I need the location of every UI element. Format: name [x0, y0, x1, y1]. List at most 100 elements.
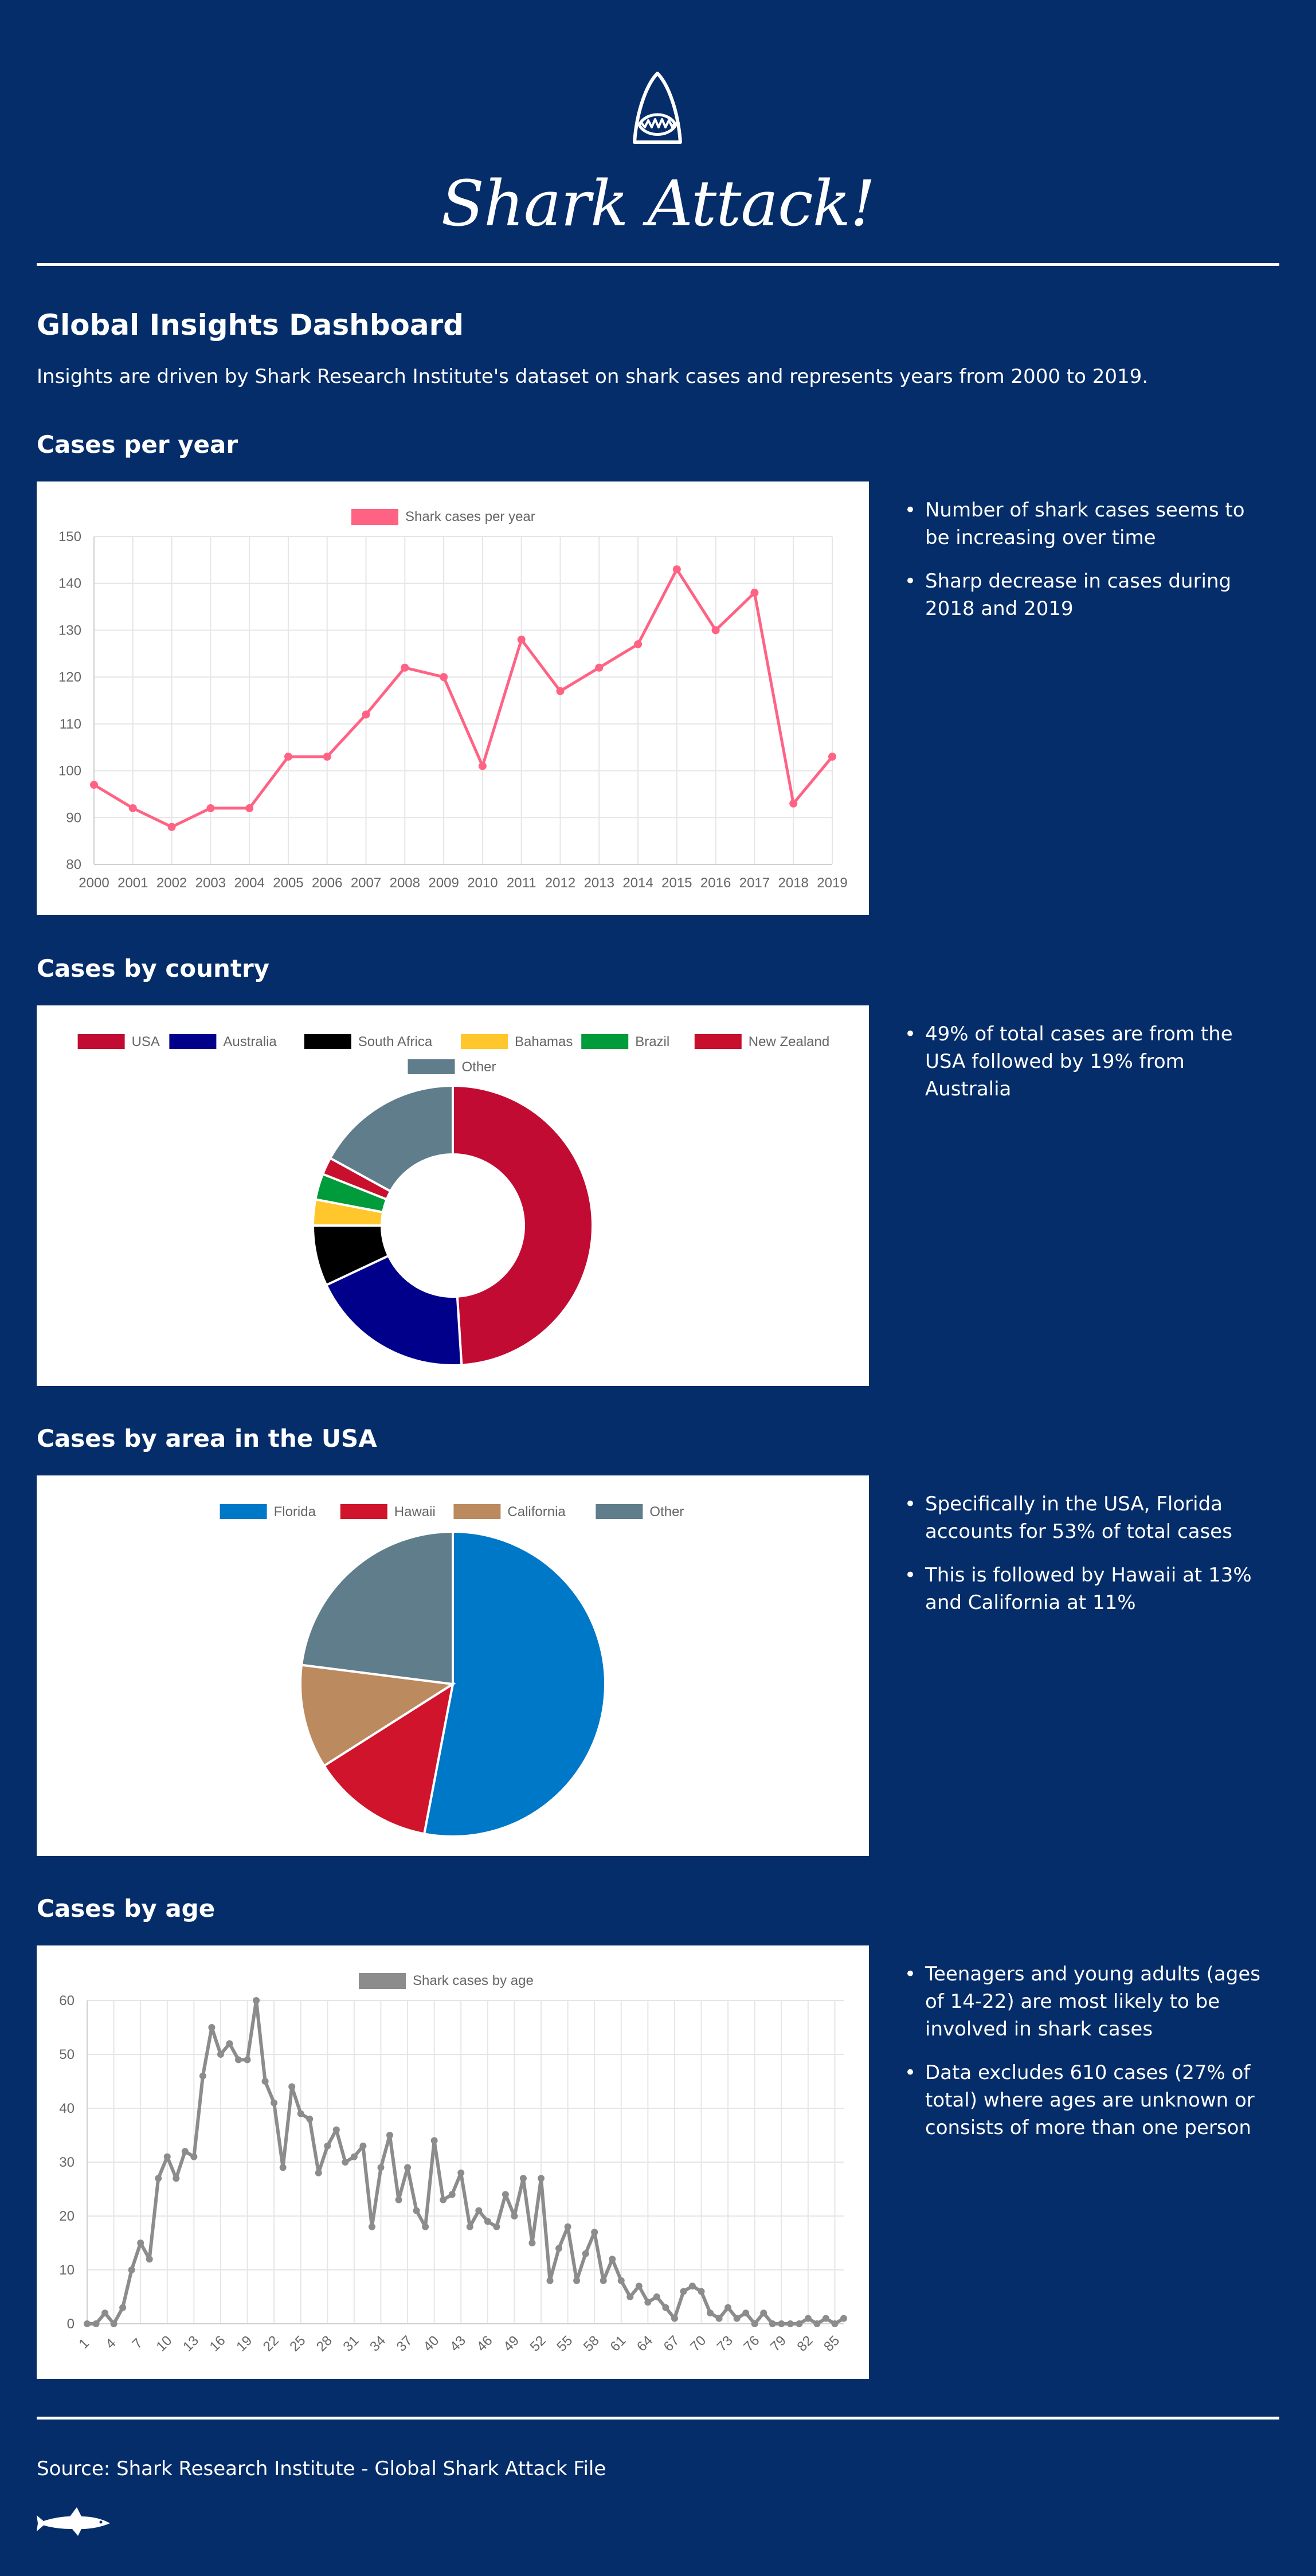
pie-slice — [422, 1530, 606, 1838]
y-tick-label: 60 — [59, 1993, 75, 2009]
insight-item: This is followed by Hawaii at 13% and Ca… — [904, 1561, 1271, 1616]
x-tick-label: 2004 — [234, 875, 264, 891]
insights-cases-by-age: Teenagers and young adults (ages of 14-2… — [904, 1960, 1271, 2158]
data-point — [724, 2304, 732, 2311]
data-point — [751, 2320, 758, 2327]
legend-label: USA — [132, 1034, 160, 1050]
chart-card-cases-by-age: Shark cases by age 0 10 20 30 40 50 60 1 4 7 10 13 16… — [37, 1945, 869, 2379]
x-tick-label: 82 — [794, 2333, 816, 2355]
y-tick-label: 30 — [59, 2155, 75, 2170]
data-point — [634, 640, 643, 648]
pie-slice — [299, 1663, 456, 1768]
legend-swatch — [694, 1034, 742, 1049]
data-point — [199, 2072, 206, 2080]
data-point — [342, 2159, 349, 2166]
y-tick-label: 10 — [59, 2262, 75, 2278]
legend-swatch — [169, 1034, 217, 1049]
insight-item: Number of shark cases seems to be increa… — [904, 496, 1271, 551]
data-point — [778, 2320, 785, 2327]
x-tick-label: 2016 — [700, 875, 731, 891]
x-tick-label: 2019 — [817, 875, 847, 891]
data-point — [609, 2256, 616, 2263]
pie-slice — [300, 1530, 454, 1686]
section-title-cases-by-age: Cases by age — [37, 1894, 216, 1923]
legend-label: Florida — [274, 1504, 316, 1520]
data-point — [644, 2299, 652, 2306]
legend-swatch — [304, 1034, 351, 1049]
pie-slice — [322, 1681, 455, 1835]
data-point — [271, 2099, 278, 2107]
x-tick-label: 55 — [554, 2333, 575, 2355]
y-tick-label: 130 — [58, 623, 81, 638]
data-point — [680, 2288, 687, 2295]
x-tick-label: 2002 — [156, 875, 187, 891]
legend-swatch — [596, 1504, 643, 1519]
data-point — [226, 2040, 233, 2048]
y-tick-label: 40 — [59, 2101, 75, 2116]
data-point — [261, 2078, 269, 2085]
x-tick-label: 13 — [180, 2333, 202, 2355]
data-point — [457, 2169, 465, 2176]
data-point — [244, 2056, 251, 2064]
section-title-cases-per-year: Cases per year — [37, 430, 238, 459]
legend-label: Shark cases by age — [413, 1973, 534, 1988]
legend-label: South Africa — [358, 1034, 433, 1050]
data-point — [167, 823, 176, 831]
x-tick-label: 2007 — [351, 875, 381, 891]
data-point — [626, 2293, 634, 2300]
data-point — [173, 2175, 180, 2182]
data-point — [600, 2277, 607, 2284]
data-point — [395, 2196, 402, 2203]
insight-item: 49% of total cases are from the USA foll… — [904, 1020, 1271, 1103]
data-point — [350, 2153, 358, 2160]
x-tick-label: 85 — [821, 2333, 843, 2355]
data-point — [155, 2175, 162, 2182]
data-point — [528, 2240, 536, 2246]
data-point — [404, 2164, 412, 2171]
series-line — [93, 567, 833, 829]
x-tick-label: 2011 — [507, 875, 536, 891]
x-tick-label: 2001 — [117, 875, 148, 891]
x-tick-label: 43 — [447, 2333, 469, 2355]
data-point — [359, 2142, 367, 2150]
data-point — [422, 2223, 429, 2230]
x-tick-label: 49 — [500, 2333, 522, 2355]
data-point — [306, 2115, 314, 2123]
data-point — [190, 2153, 198, 2160]
data-point — [208, 2024, 216, 2031]
y-tick-label: 90 — [66, 810, 81, 825]
data-point — [430, 2137, 438, 2144]
data-point — [707, 2309, 714, 2317]
shark-silhouette-icon — [37, 2506, 111, 2540]
cases-by-area-chart: Florida Hawaii California Other — [220, 1504, 684, 1838]
y-tick-label: 110 — [60, 717, 81, 732]
data-point — [517, 635, 526, 644]
legend-label: California — [507, 1504, 566, 1520]
data-point — [279, 2164, 287, 2171]
x-tick-label: 2017 — [739, 875, 770, 891]
y-tick-label: 150 — [58, 529, 81, 545]
data-point — [502, 2191, 509, 2198]
x-tick-label: 2015 — [661, 875, 692, 891]
legend-label: Other — [649, 1504, 684, 1520]
data-point — [840, 2315, 847, 2322]
x-tick-label: 61 — [607, 2333, 629, 2355]
data-point — [362, 710, 370, 719]
header-divider — [37, 263, 1279, 266]
x-tick-label: 67 — [661, 2333, 683, 2355]
legend-swatch — [220, 1504, 267, 1519]
x-tick-label: 79 — [767, 2333, 789, 2355]
pie-slice — [452, 1084, 594, 1367]
x-tick-label: 73 — [714, 2333, 736, 2355]
data-point — [671, 2315, 678, 2322]
data-point — [128, 2266, 135, 2273]
x-tick-label: 25 — [287, 2333, 308, 2355]
y-tick-label: 50 — [59, 2047, 75, 2062]
dashboard-description: Insights are driven by Shark Research In… — [37, 365, 1149, 388]
data-point — [440, 673, 448, 682]
data-point — [92, 2320, 100, 2327]
data-point — [368, 2223, 375, 2230]
data-point — [440, 2196, 447, 2203]
legend-label: Other — [462, 1059, 496, 1075]
data-point — [715, 2315, 723, 2322]
